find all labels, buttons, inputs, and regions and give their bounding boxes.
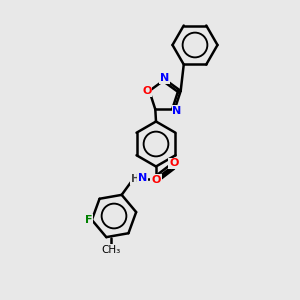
Text: O: O	[169, 158, 179, 169]
Text: N: N	[160, 73, 169, 83]
Text: N: N	[138, 172, 147, 183]
Text: H: H	[130, 174, 140, 184]
Text: CH₃: CH₃	[101, 245, 121, 255]
Text: F: F	[85, 215, 93, 225]
Text: N: N	[172, 106, 182, 116]
Text: O: O	[142, 86, 152, 96]
Text: O: O	[151, 175, 161, 185]
